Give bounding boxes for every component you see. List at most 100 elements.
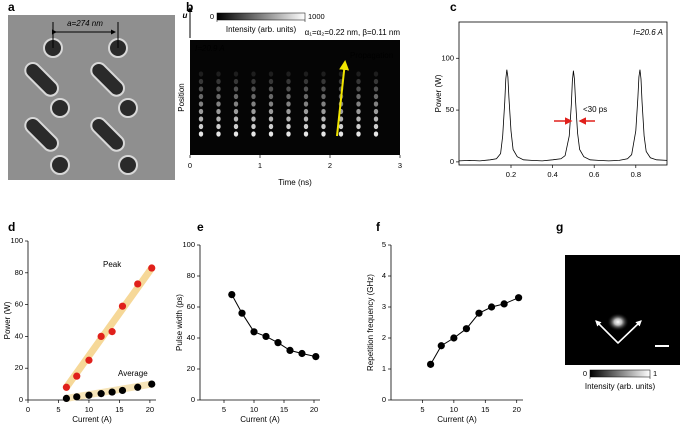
data-point bbox=[437, 342, 445, 350]
pulse-width-label: <30 ps bbox=[583, 105, 607, 114]
x-tick-label: 0 bbox=[188, 161, 192, 170]
streak bbox=[356, 78, 361, 85]
data-point bbox=[274, 339, 282, 347]
streak bbox=[303, 123, 309, 130]
data-point bbox=[85, 391, 93, 399]
y-tick-label: 80 bbox=[187, 271, 195, 280]
colorbar bbox=[216, 12, 306, 21]
y-tick-label: 40 bbox=[187, 333, 195, 342]
streak bbox=[251, 123, 256, 130]
streak bbox=[198, 86, 204, 92]
x-tick-label: 5 bbox=[420, 405, 424, 414]
streak bbox=[286, 108, 291, 115]
streak bbox=[233, 116, 239, 122]
streak bbox=[233, 71, 239, 77]
streak bbox=[268, 123, 274, 130]
y-tick-label: 50 bbox=[446, 105, 454, 114]
streak bbox=[356, 108, 361, 115]
streak bbox=[373, 86, 379, 92]
streak bbox=[373, 101, 379, 107]
streak bbox=[338, 131, 344, 137]
streak bbox=[251, 78, 256, 85]
data-point bbox=[108, 388, 116, 396]
streak bbox=[303, 78, 309, 85]
y-tick-label: 3 bbox=[382, 302, 386, 311]
streak bbox=[216, 123, 221, 130]
x-tick-label: 2 bbox=[328, 161, 332, 170]
streak bbox=[233, 123, 239, 130]
streak bbox=[303, 86, 309, 92]
data-point bbox=[148, 380, 156, 388]
y-tick-label: 20 bbox=[15, 363, 23, 372]
panel-label: d bbox=[8, 220, 15, 234]
x-tick-label: 20 bbox=[146, 405, 154, 414]
panel-label: f bbox=[376, 220, 381, 234]
streak bbox=[303, 101, 309, 107]
data-point bbox=[262, 332, 270, 341]
x-tick-label: 10 bbox=[450, 405, 458, 414]
data-point bbox=[134, 383, 142, 391]
x-axis-label: Current (A) bbox=[72, 415, 112, 424]
y-tick-label: 60 bbox=[187, 302, 195, 311]
data-point bbox=[228, 291, 236, 299]
panel-label: g bbox=[556, 220, 563, 234]
y-tick-label: 5 bbox=[382, 240, 386, 249]
streak bbox=[321, 123, 326, 130]
streak bbox=[268, 101, 274, 107]
x-tick-label: 0 bbox=[26, 405, 30, 414]
u-axis-label: u bbox=[643, 312, 648, 321]
current-label: I=20.6 A bbox=[633, 28, 663, 37]
streak bbox=[216, 108, 221, 115]
streak bbox=[216, 71, 221, 77]
streak bbox=[251, 116, 256, 122]
divergence-label: θdiv=0.218° bbox=[572, 351, 615, 360]
y-axis-label: Repetition frequency (GHz) bbox=[366, 274, 375, 371]
x-axis-label: Current (A) bbox=[240, 415, 280, 424]
streak bbox=[198, 123, 204, 130]
x-tick-label: 0.6 bbox=[589, 170, 599, 179]
x-tick-label: 0.4 bbox=[547, 170, 557, 179]
streak bbox=[321, 116, 326, 122]
x-tick-label: 5 bbox=[56, 405, 60, 414]
streak bbox=[356, 71, 361, 77]
streak bbox=[216, 78, 221, 85]
panel-label: a bbox=[8, 0, 15, 14]
data-point bbox=[97, 332, 105, 340]
streak bbox=[216, 131, 221, 137]
x-tick-label: 5 bbox=[222, 405, 226, 414]
heatmap-image bbox=[190, 40, 400, 155]
current-label: I=20.9 A bbox=[195, 44, 225, 53]
plot-frame bbox=[458, 21, 668, 166]
y-tick-label: 100 bbox=[182, 240, 195, 249]
streak bbox=[216, 86, 221, 92]
streak bbox=[373, 108, 379, 115]
streak bbox=[373, 116, 379, 122]
arrow-label: Propagation bbox=[350, 51, 393, 60]
data-point bbox=[73, 393, 81, 401]
sem-image bbox=[8, 15, 175, 180]
streak bbox=[198, 78, 204, 85]
x-tick-label: 15 bbox=[115, 405, 123, 414]
streak bbox=[303, 131, 309, 137]
y-tick-label: 0 bbox=[450, 157, 454, 166]
streak bbox=[251, 93, 256, 100]
current-label: I=20.6 A bbox=[645, 263, 675, 272]
data-point bbox=[62, 383, 70, 391]
data-point bbox=[108, 328, 116, 336]
colorbar-tick-label: 0 bbox=[210, 12, 214, 21]
fit-band bbox=[62, 264, 156, 391]
streak bbox=[286, 123, 291, 130]
x-tick-label: 3 bbox=[398, 161, 402, 170]
series-line bbox=[231, 294, 316, 358]
streak bbox=[198, 108, 204, 115]
data-point bbox=[500, 300, 508, 308]
streak bbox=[233, 101, 239, 107]
y-tick-label: 80 bbox=[15, 268, 23, 277]
y-tick-label: 2 bbox=[382, 333, 386, 342]
streak bbox=[373, 78, 379, 85]
y-tick-label: 60 bbox=[15, 300, 23, 309]
streak bbox=[216, 93, 221, 100]
propagation-arrow bbox=[336, 60, 350, 137]
streak bbox=[321, 101, 326, 107]
